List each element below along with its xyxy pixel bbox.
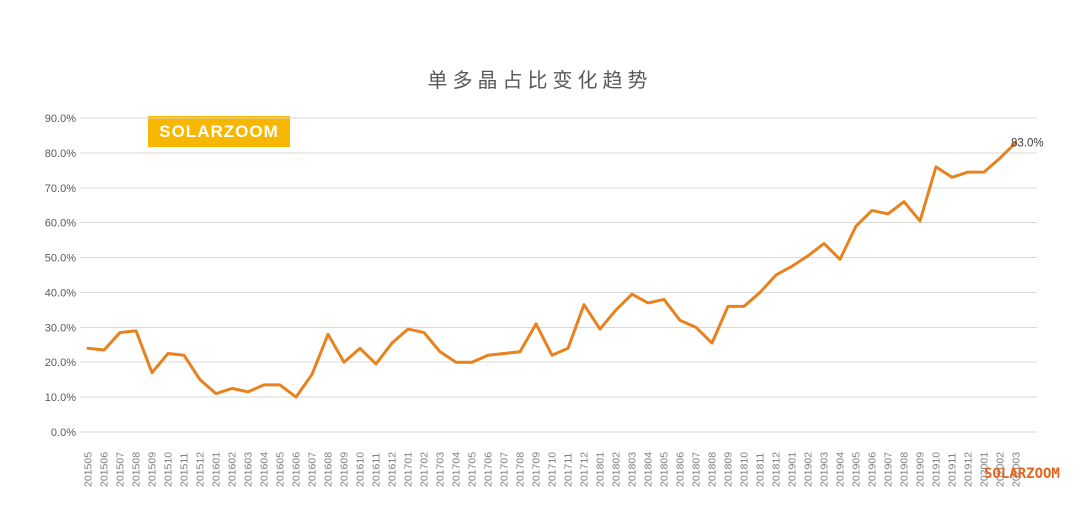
- x-tick-label: 201606: [291, 452, 303, 487]
- x-tick-label: 201801: [595, 452, 607, 487]
- x-tick-label: 201802: [611, 452, 623, 487]
- x-tick-label: 201507: [115, 452, 127, 487]
- x-tick-label: 201701: [403, 452, 415, 487]
- y-tick-label: 90.0%: [45, 113, 76, 125]
- x-tick-label: 201609: [339, 452, 351, 487]
- x-tick-label: 201912: [963, 452, 975, 487]
- x-tick-label: 201812: [771, 452, 783, 487]
- x-tick-label: 202002: [995, 452, 1007, 487]
- x-tick-label: 201511: [179, 453, 191, 487]
- x-tick-label: 201610: [355, 452, 367, 487]
- x-tick-label: 201711: [563, 453, 575, 487]
- y-tick-label: 70.0%: [45, 183, 76, 195]
- y-tick-label: 0.0%: [51, 427, 76, 439]
- x-tick-label: 201703: [435, 452, 447, 487]
- x-tick-label: 201707: [499, 452, 511, 487]
- x-tick-label: 201911: [947, 453, 959, 487]
- x-tick-label: 201804: [643, 452, 655, 487]
- end-point-data-label: 83.0%: [1011, 137, 1044, 149]
- x-tick-label: 201907: [883, 452, 895, 487]
- x-tick-label: 201505: [83, 452, 95, 487]
- x-tick-label: 202003: [1011, 452, 1023, 487]
- x-tick-label: 201508: [131, 452, 143, 487]
- x-tick-label: 201811: [755, 453, 767, 487]
- x-tick-label: 201902: [803, 452, 815, 487]
- x-tick-label: 201803: [627, 452, 639, 487]
- x-tick-label: 201510: [163, 452, 175, 487]
- y-tick-label: 20.0%: [45, 357, 76, 369]
- x-tick-label: 201906: [867, 452, 879, 487]
- x-tick-label: 201909: [915, 452, 927, 487]
- x-tick-label: 201607: [307, 452, 319, 487]
- y-tick-label: 30.0%: [45, 322, 76, 334]
- x-tick-label: 201608: [323, 452, 335, 487]
- x-tick-label: 201806: [675, 452, 687, 487]
- x-axis-labels: 201505 201506 201507 201508 201509 201510 2015…: [83, 452, 1023, 487]
- x-tick-label: 201708: [515, 452, 527, 487]
- x-tick-label: 201612: [387, 452, 399, 487]
- x-tick-label: 201601: [211, 452, 223, 487]
- x-tick-label: 201512: [195, 452, 207, 487]
- watermark-solarzoom: SOLARZOOM: [984, 466, 1060, 482]
- x-tick-label: 201710: [547, 452, 559, 487]
- gridlines: [80, 117, 1037, 433]
- x-tick-label: 201706: [483, 452, 495, 487]
- y-tick-label: 80.0%: [45, 148, 76, 160]
- x-tick-label: 201605: [275, 452, 287, 487]
- x-tick-label: 201904: [835, 452, 847, 487]
- x-tick-label: 201702: [419, 452, 431, 487]
- x-tick-label: 201712: [579, 452, 591, 487]
- y-tick-label: 10.0%: [45, 392, 76, 404]
- x-tick-label: 201506: [99, 452, 111, 487]
- x-tick-label: 201908: [899, 452, 911, 487]
- x-tick-label: 201807: [691, 452, 703, 487]
- y-axis-labels: 0.0% 10.0% 20.0% 30.0% 40.0% 50.0% 60.0% 70.0% 8…: [45, 113, 76, 439]
- x-tick-label: 201905: [851, 452, 863, 487]
- x-tick-label: 201602: [227, 452, 239, 487]
- x-tick-label: 201910: [931, 452, 943, 487]
- y-tick-label: 50.0%: [45, 253, 76, 265]
- x-tick-label: 201805: [659, 452, 671, 487]
- solarzoom-badge-label: SOLARZOOM: [159, 121, 279, 141]
- x-tick-label: 201809: [723, 452, 735, 487]
- y-tick-label: 60.0%: [45, 218, 76, 230]
- x-tick-label: 201509: [147, 452, 159, 487]
- x-tick-label: 201603: [243, 452, 255, 487]
- x-tick-label: 201705: [467, 452, 479, 487]
- x-tick-label: 201808: [707, 452, 719, 487]
- chart-title: 单多晶占比变化趋势: [427, 68, 653, 92]
- x-tick-label: 201604: [259, 452, 271, 487]
- solarzoom-badge: SOLARZOOM: [148, 116, 290, 147]
- x-tick-label: 201611: [371, 453, 383, 487]
- x-tick-label: 201709: [531, 452, 543, 487]
- series-line: [86, 140, 1018, 399]
- x-tick-label: 201903: [819, 452, 831, 487]
- x-tick-label: 202001: [979, 452, 991, 487]
- x-tick-label: 201901: [787, 452, 799, 487]
- x-tick-label: 201810: [739, 452, 751, 487]
- x-tick-label: 201704: [451, 452, 463, 487]
- y-tick-label: 40.0%: [45, 287, 76, 299]
